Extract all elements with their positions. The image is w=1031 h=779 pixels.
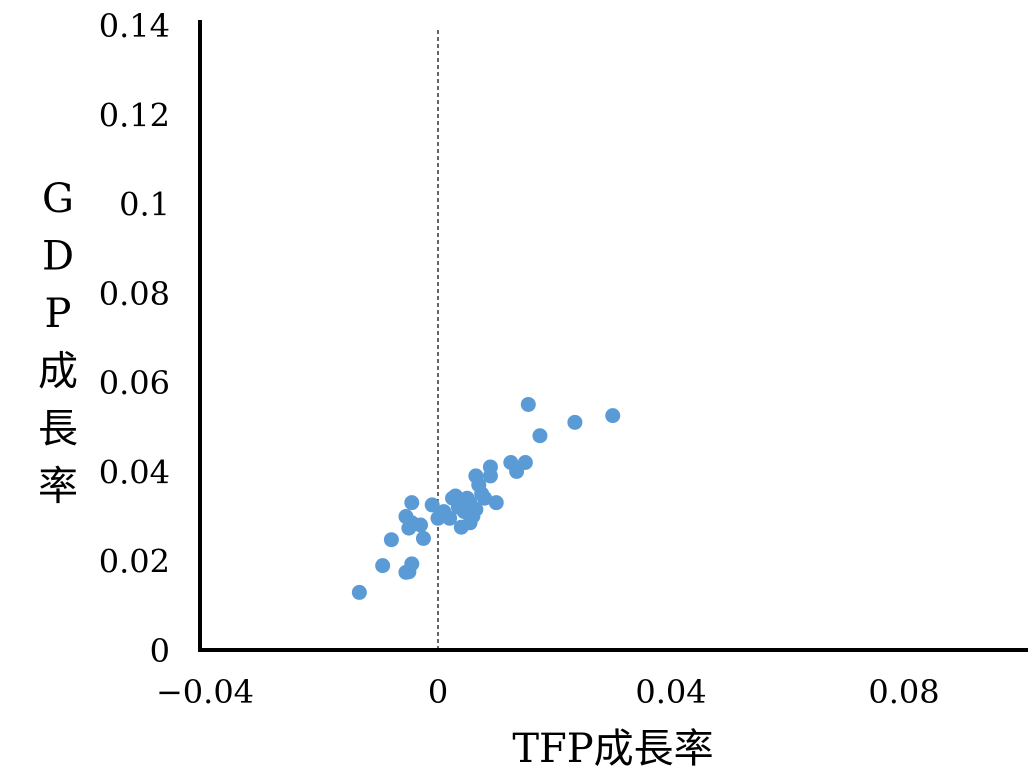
data-point: [375, 558, 391, 574]
data-point: [605, 408, 621, 424]
data-point: [424, 497, 440, 513]
y-tick-label: 0.06: [99, 364, 170, 402]
y-tick-label: 0.08: [99, 275, 170, 313]
y-tick-label: 0.04: [99, 453, 170, 491]
data-point: [404, 495, 420, 511]
y-tick-label: 0: [150, 632, 170, 670]
data-point: [404, 556, 420, 572]
data-point: [517, 455, 533, 470]
y-tick-labels: 0 0.02 0.04 0.06 0.08 0.1 0.12 0.14: [99, 7, 170, 670]
y-tick-label: 0.1: [119, 186, 170, 224]
x-tick-labels: −0.04 0 0.04 0.08: [156, 673, 940, 711]
data-point: [383, 532, 399, 548]
data-point: [520, 396, 536, 412]
data-point: [482, 459, 498, 475]
data-points: [351, 396, 621, 600]
y-axis-title: G D P 成長率: [38, 176, 78, 510]
y-tick-label: 0.12: [99, 96, 170, 134]
data-point: [532, 428, 548, 444]
x-tick-label: 0.04: [635, 673, 706, 711]
data-point: [567, 414, 583, 430]
data-point: [442, 510, 458, 526]
data-point: [415, 530, 431, 546]
x-axis-title: TFP成長率: [512, 726, 713, 772]
x-tick-label: −0.04: [156, 673, 254, 711]
x-tick-label: 0: [428, 673, 448, 711]
data-point: [413, 517, 429, 533]
data-point: [488, 495, 504, 511]
data-point: [477, 490, 493, 506]
y-tick-label: 0.02: [99, 543, 170, 581]
data-point: [351, 584, 367, 600]
data-point: [468, 501, 484, 517]
x-tick-label: 0.08: [868, 673, 939, 711]
y-tick-label: 0.14: [99, 7, 170, 45]
